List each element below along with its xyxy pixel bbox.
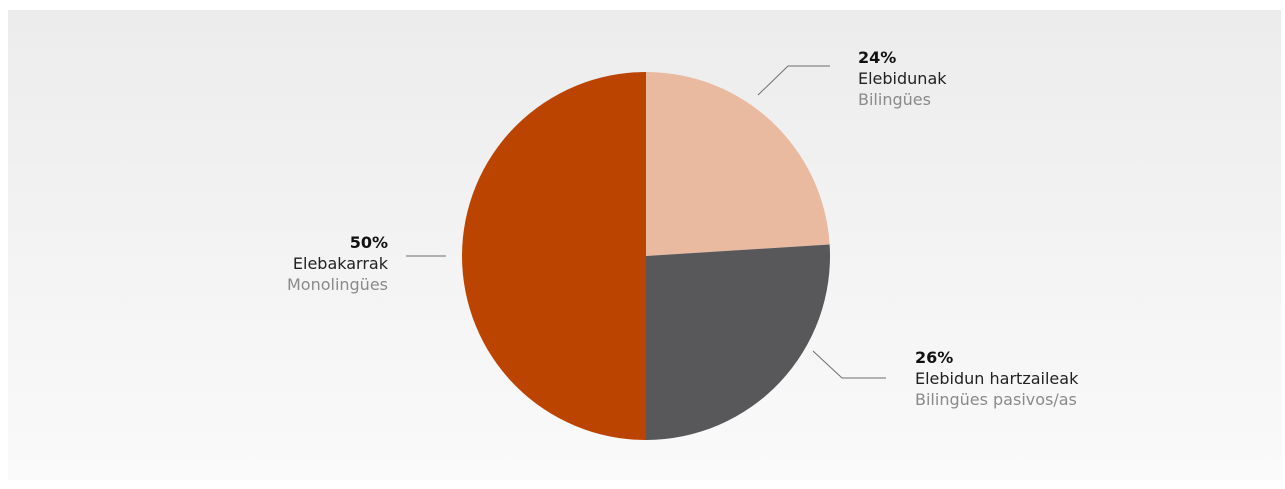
slice-elebakarrak (462, 72, 646, 440)
slice-sublabel: Monolingües (286, 275, 388, 294)
label-elebidun-hartzaileak: 26% Elebidun hartzaileak Bilingües pasiv… (915, 350, 1078, 408)
percent-label: 50% (349, 233, 388, 252)
leader-line-elebidun-hartzaileak (812, 350, 886, 379)
percent-label: 24% (858, 48, 897, 67)
percent-label: 26% (915, 348, 954, 367)
slice-sublabel: Bilingües pasivos/as (915, 390, 1077, 409)
slice-label: Elebakarrak (292, 254, 388, 273)
leader-line-elebidunak (757, 65, 830, 96)
label-elebidunak: 24% Elebidunak Bilingües (858, 50, 947, 108)
pie-chart (406, 65, 886, 441)
slice-sublabel: Bilingües (858, 90, 931, 109)
slice-elebidunak (646, 72, 830, 256)
slice-label: Elebidun hartzaileak (915, 369, 1079, 388)
slice-elebidun-hartzaileak (646, 244, 831, 441)
slice-label: Elebidunak (858, 69, 947, 88)
chart-panel: 24% Elebidunak Bilingües 26% Elebidun ha… (8, 10, 1281, 480)
label-elebakarrak: 50% Elebakarrak Monolingües (287, 235, 388, 293)
